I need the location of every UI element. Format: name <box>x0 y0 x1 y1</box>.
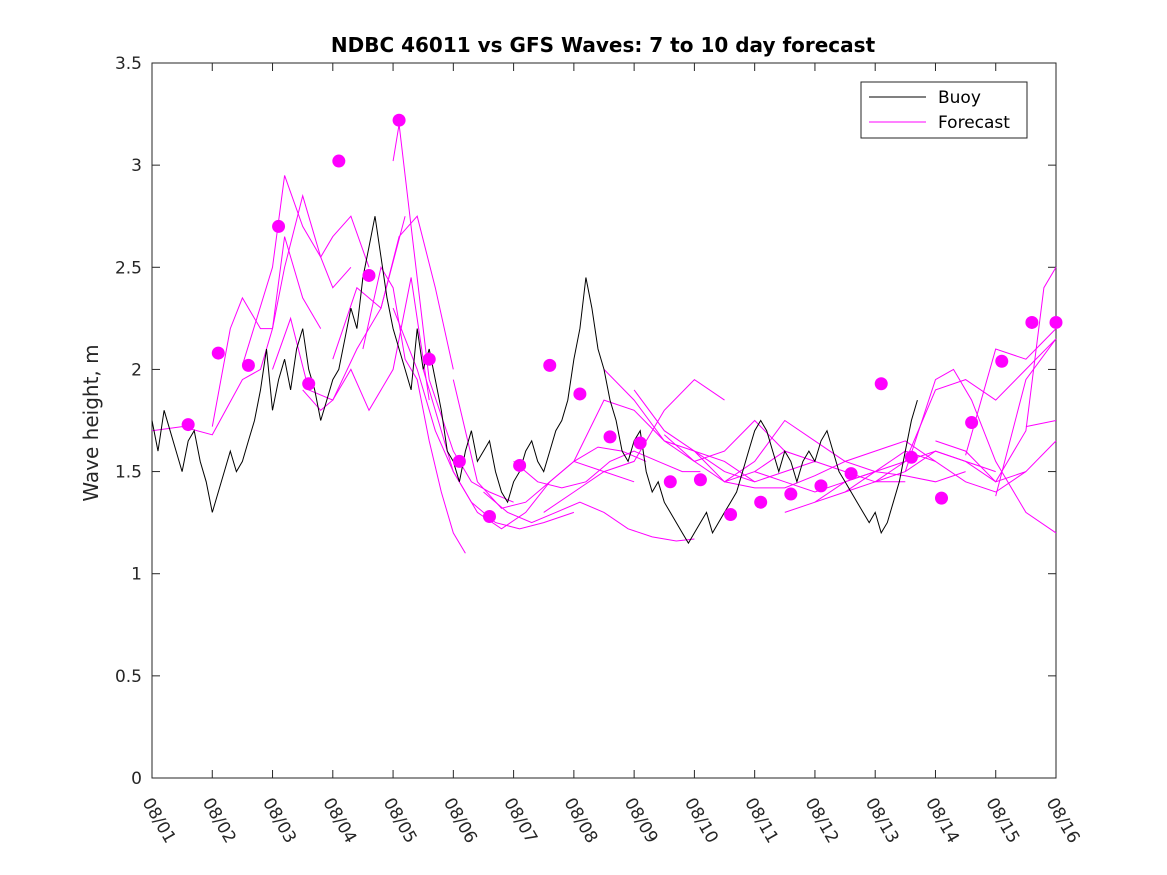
forecast-line <box>483 491 695 542</box>
legend: Buoy Forecast <box>860 81 1028 139</box>
forecast-point <box>934 491 948 505</box>
forecast-point <box>814 479 828 493</box>
forecast-point <box>874 377 888 391</box>
forecast-point <box>965 416 979 430</box>
axes-box <box>151 62 1057 779</box>
forecast-point <box>1049 315 1063 329</box>
plot-area: 08/01 08/02 08/03 08/04 08/05 08/06 08/07 08/08… <box>115 54 1084 847</box>
y-tick-label: 2 <box>131 360 142 380</box>
forecast-line <box>302 277 430 412</box>
y-tick-label: 1 <box>131 565 142 585</box>
forecast-point <box>422 352 436 366</box>
forecast-line <box>904 368 1057 534</box>
forecast-line <box>362 265 466 554</box>
forecast-line <box>965 328 1057 456</box>
forecast-point <box>513 458 527 472</box>
y-tick-label: 2.5 <box>115 258 142 278</box>
forecast-line <box>935 267 1057 483</box>
forecast-point <box>904 450 918 464</box>
forecast-line <box>844 440 1057 493</box>
buoy-line <box>151 216 918 545</box>
forecast-line <box>543 378 725 513</box>
y-tick-label: 0 <box>131 769 142 789</box>
forecast-line <box>1025 420 1057 428</box>
forecast-line <box>663 434 876 489</box>
legend-buoy-label: Buoy <box>938 88 981 108</box>
forecast-line <box>392 124 514 503</box>
forecast-point <box>633 436 647 450</box>
forecast-line <box>422 369 635 530</box>
forecast-point <box>543 358 557 372</box>
y-tick-label: 1.5 <box>115 463 142 483</box>
forecast-line <box>633 389 816 483</box>
forecast-point <box>181 418 195 432</box>
forecast-line <box>814 450 1027 503</box>
forecast-line <box>513 450 701 489</box>
forecast-point <box>211 346 225 360</box>
forecast-point <box>603 430 617 444</box>
forecast-line <box>211 193 352 427</box>
forecast-series-lines <box>151 124 1057 554</box>
forecast-point <box>362 268 376 282</box>
buoy-series <box>151 216 918 545</box>
forecast-point <box>241 358 255 372</box>
forecast-point <box>392 113 406 127</box>
forecast-line <box>452 379 647 509</box>
forecast-point <box>724 507 738 521</box>
forecast-point <box>573 387 587 401</box>
legend-forecast-label: Forecast <box>938 113 1010 133</box>
forecast-line <box>332 215 454 370</box>
forecast-line <box>724 419 936 483</box>
forecast-line <box>995 338 1057 497</box>
forecast-point <box>784 487 798 501</box>
forecast-line <box>694 450 906 483</box>
forecast-line <box>874 338 1057 483</box>
forecast-point <box>754 495 768 509</box>
forecast-point <box>482 510 496 524</box>
forecast-point <box>663 475 677 489</box>
forecast-line <box>241 175 370 366</box>
forecast-point <box>302 377 316 391</box>
forecast-point <box>332 154 346 168</box>
legend-box <box>860 81 1028 139</box>
chart-title: NDBC 46011 vs GFS Waves: 7 to 10 day for… <box>331 33 876 57</box>
forecast-point <box>844 467 858 481</box>
forecast-series-markers <box>181 113 1063 524</box>
forecast-point <box>452 454 466 468</box>
forecast-point <box>1025 315 1039 329</box>
forecast-point <box>272 219 286 233</box>
y-axis-label: Wave height, m <box>79 344 103 501</box>
forecast-point <box>693 473 707 487</box>
y-tick-label: 3.5 <box>115 54 142 74</box>
forecast-point <box>995 354 1009 368</box>
y-tick-label: 3 <box>131 156 142 176</box>
y-tick-label: 0.5 <box>115 667 142 687</box>
y-axis: 0 0.5 1 1.5 2 2.5 3 3.5 <box>115 54 1056 789</box>
